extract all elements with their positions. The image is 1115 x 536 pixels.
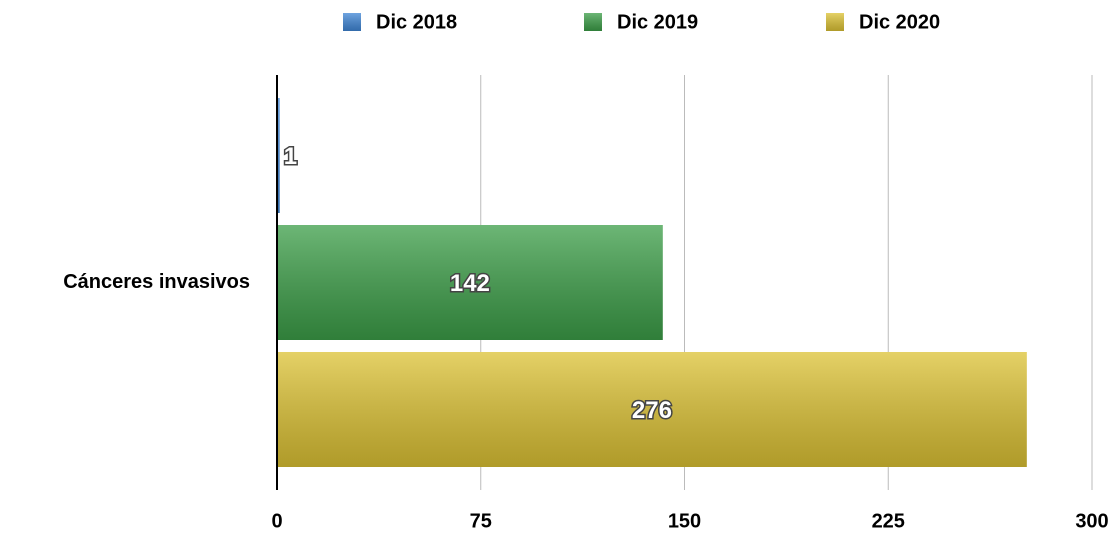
x-tick-label: 300 [1075,510,1108,532]
legend-label: Dic 2020 [859,11,940,33]
bar-shade [277,352,1027,467]
x-tick-label: 75 [470,510,492,532]
value-label: 142 [450,270,490,297]
bar-shade [277,225,663,340]
value-label: 1 [284,143,297,170]
bar-shade [277,98,280,213]
value-label: 276 [632,397,672,424]
legend-swatch-shade [826,13,844,31]
x-tick-label: 225 [872,510,905,532]
legend-swatch-shade [343,13,361,31]
x-tick-label: 0 [271,510,282,532]
legend-swatch-shade [584,13,602,31]
legend-label: Dic 2018 [376,11,457,33]
legend-label: Dic 2019 [617,11,698,33]
x-tick-label: 150 [668,510,701,532]
y-tick-label: Cánceres invasivos [63,271,250,293]
